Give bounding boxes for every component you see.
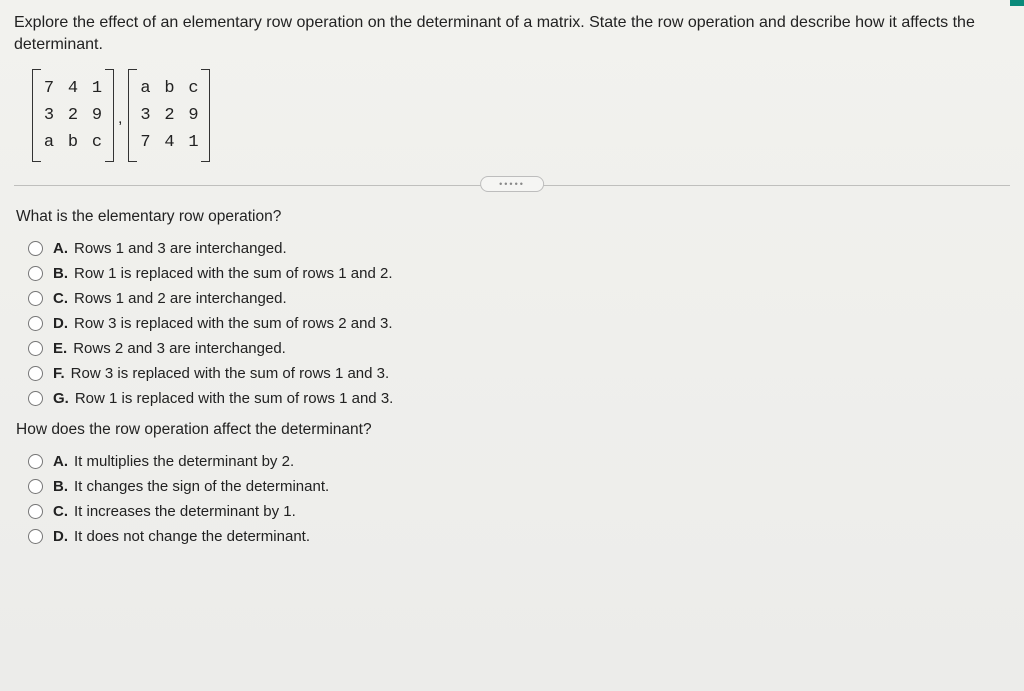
q1-radio-c[interactable]: [28, 291, 43, 306]
option-text: It does not change the determinant.: [74, 528, 310, 545]
question-page: Explore the effect of an elementary row …: [0, 0, 1024, 691]
q1-options: A. Rows 1 and 3 are interchanged. B. Row 1…: [28, 240, 1010, 407]
q1-option-f[interactable]: F. Row 3 is replaced with the sum of rows…: [28, 365, 1010, 382]
q1-radio-b[interactable]: [28, 266, 43, 281]
m2-cell: b: [162, 79, 176, 98]
matrix-right: abc 329 741: [128, 69, 210, 162]
matrix-display: 741 329 abc , abc 329 741: [32, 69, 1010, 162]
q1-option-d[interactable]: D. Row 3 is replaced with the sum of rows…: [28, 315, 1010, 332]
q1-option-a[interactable]: A. Rows 1 and 3 are interchanged.: [28, 240, 1010, 257]
m1-cell: c: [90, 133, 104, 152]
option-text: Rows 1 and 3 are interchanged.: [74, 240, 287, 257]
q2-radio-d[interactable]: [28, 529, 43, 544]
q1-option-b[interactable]: B. Row 1 is replaced with the sum of rows…: [28, 265, 1010, 282]
m1-cell: 3: [42, 106, 56, 125]
option-letter: A.: [53, 453, 68, 470]
q2-radio-a[interactable]: [28, 454, 43, 469]
q1-option-g[interactable]: G. Row 1 is replaced with the sum of rows…: [28, 390, 1010, 407]
m1-cell: 9: [90, 106, 104, 125]
m1-cell: 2: [66, 106, 80, 125]
option-text: Row 1 is replaced with the sum of rows 1…: [75, 390, 394, 407]
m2-cell: 7: [138, 133, 152, 152]
q2-option-d[interactable]: D. It does not change the determinant.: [28, 528, 1010, 545]
option-text: Row 3 is replaced with the sum of rows 1…: [71, 365, 390, 382]
m2-cell: 4: [162, 133, 176, 152]
q2-radio-c[interactable]: [28, 504, 43, 519]
option-text: Row 1 is replaced with the sum of rows 1…: [74, 265, 393, 282]
m1-cell: b: [66, 133, 80, 152]
option-text: It multiplies the determinant by 2.: [74, 453, 294, 470]
option-letter: D.: [53, 315, 68, 332]
q1-radio-f[interactable]: [28, 366, 43, 381]
m2-cell: 1: [186, 133, 200, 152]
collapse-toggle-button[interactable]: •••••: [480, 176, 544, 192]
m1-cell: 1: [90, 79, 104, 98]
section-divider: •••••: [14, 176, 1010, 194]
option-text: Rows 1 and 2 are interchanged.: [74, 290, 287, 307]
option-letter: C.: [53, 503, 68, 520]
option-letter: F.: [53, 365, 65, 382]
q1-option-c[interactable]: C. Rows 1 and 2 are interchanged.: [28, 290, 1010, 307]
q1-radio-e[interactable]: [28, 341, 43, 356]
window-edge-accent: [1010, 0, 1024, 6]
matrix-left: 741 329 abc: [32, 69, 114, 162]
question-intro-text: Explore the effect of an elementary row …: [14, 10, 1010, 55]
option-text: It increases the determinant by 1.: [74, 503, 296, 520]
q2-options: A. It multiplies the determinant by 2. B.…: [28, 453, 1010, 545]
q1-radio-a[interactable]: [28, 241, 43, 256]
q1-radio-g[interactable]: [28, 391, 43, 406]
q2-prompt: How does the row operation affect the de…: [16, 421, 1010, 439]
m2-cell: 2: [162, 106, 176, 125]
option-letter: B.: [53, 265, 68, 282]
q2-option-a[interactable]: A. It multiplies the determinant by 2.: [28, 453, 1010, 470]
option-letter: E.: [53, 340, 67, 357]
option-text: Rows 2 and 3 are interchanged.: [73, 340, 286, 357]
matrix-separator: ,: [116, 110, 124, 128]
m2-cell: c: [186, 79, 200, 98]
option-letter: A.: [53, 240, 68, 257]
m1-cell: 7: [42, 79, 56, 98]
m1-cell: a: [42, 133, 56, 152]
option-letter: G.: [53, 390, 69, 407]
q1-prompt: What is the elementary row operation?: [16, 208, 1010, 226]
option-letter: D.: [53, 528, 68, 545]
option-text: Row 3 is replaced with the sum of rows 2…: [74, 315, 393, 332]
m2-cell: 9: [186, 106, 200, 125]
m1-cell: 4: [66, 79, 80, 98]
q2-radio-b[interactable]: [28, 479, 43, 494]
m2-cell: a: [138, 79, 152, 98]
q1-option-e[interactable]: E. Rows 2 and 3 are interchanged.: [28, 340, 1010, 357]
option-letter: C.: [53, 290, 68, 307]
q1-radio-d[interactable]: [28, 316, 43, 331]
option-text: It changes the sign of the determinant.: [74, 478, 329, 495]
q2-option-c[interactable]: C. It increases the determinant by 1.: [28, 503, 1010, 520]
m2-cell: 3: [138, 106, 152, 125]
option-letter: B.: [53, 478, 68, 495]
q2-option-b[interactable]: B. It changes the sign of the determinant…: [28, 478, 1010, 495]
